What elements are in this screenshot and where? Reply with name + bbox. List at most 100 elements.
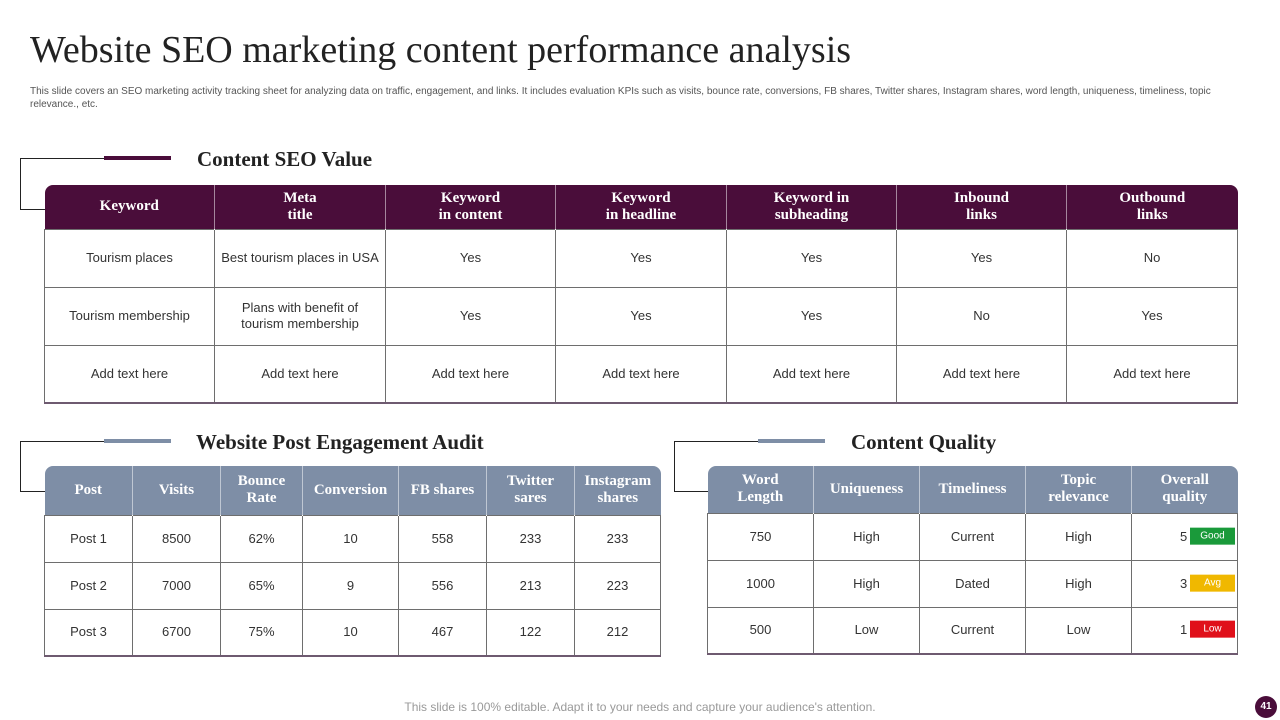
- seo-table: Keyword Meta title Keyword in content Keywo…: [44, 185, 1238, 404]
- column-header: Outbound links: [1066, 185, 1238, 229]
- column-header: FB shares: [398, 466, 487, 515]
- column-header: Topic relevance: [1025, 466, 1132, 513]
- table-cell: High: [813, 512, 920, 561]
- table-cell: 122: [486, 608, 575, 657]
- table-cell: Post 3: [44, 608, 133, 657]
- table-cell: Yes: [555, 228, 727, 288]
- column-header: Overall quality: [1131, 466, 1238, 513]
- column-header: Twitter sares: [486, 466, 575, 515]
- section-bracket-top: [20, 158, 104, 159]
- section-bracket: [20, 158, 46, 210]
- table-cell: 467: [398, 608, 487, 657]
- table-cell: 7000: [132, 561, 221, 610]
- table-cell: Low: [1025, 606, 1132, 655]
- table-row: Tourism membership Plans with benefit of …: [44, 286, 1238, 346]
- column-header: Uniqueness: [813, 466, 920, 513]
- table-cell: Yes: [726, 228, 897, 288]
- rating-badge: Low: [1190, 620, 1235, 638]
- table-cell: Best tourism places in USA: [214, 228, 386, 288]
- table-row: 750 High Current High 5 Good: [707, 512, 1238, 561]
- section-accent-bar: [104, 156, 171, 160]
- column-header: Keyword: [44, 185, 215, 229]
- table-row: Add text here Add text here Add text here A…: [44, 344, 1238, 404]
- column-header: Timeliness: [919, 466, 1026, 513]
- table-cell: Post 1: [44, 514, 133, 563]
- quality-section-title: Content Quality: [851, 430, 997, 454]
- table-cell: Yes: [385, 228, 556, 288]
- table-cell: 62%: [220, 514, 303, 563]
- table-header-row: Post Visits Bounce Rate Conversion FB shares…: [44, 466, 661, 515]
- section-bracket: [20, 441, 46, 492]
- column-header: Bounce Rate: [220, 466, 303, 515]
- section-bracket: [674, 441, 709, 492]
- section-accent-bar: [758, 439, 825, 443]
- table-cell: 65%: [220, 561, 303, 610]
- quality-score: 3: [1180, 575, 1188, 591]
- column-header: Instagram shares: [574, 466, 661, 515]
- table-cell: 75%: [220, 608, 303, 657]
- table-header-row: Word Length Uniqueness Timeliness Topic rel…: [707, 466, 1238, 513]
- table-cell: 556: [398, 561, 487, 610]
- table-cell: Post 2: [44, 561, 133, 610]
- table-cell: Add text here: [385, 344, 556, 404]
- table-cell: Yes: [385, 286, 556, 346]
- table-cell: High: [813, 559, 920, 608]
- section-bracket-top: [20, 441, 104, 442]
- table-row: 500 Low Current Low 1 Low: [707, 606, 1238, 655]
- table-cell: Yes: [555, 286, 727, 346]
- column-header: Visits: [132, 466, 221, 515]
- table-cell: 558: [398, 514, 487, 563]
- table-cell: Add text here: [726, 344, 897, 404]
- table-cell: Add text here: [214, 344, 386, 404]
- table-cell: Yes: [896, 228, 1067, 288]
- table-cell: 10: [302, 514, 399, 563]
- table-cell: High: [1025, 559, 1132, 608]
- column-header: Keyword in headline: [555, 185, 727, 229]
- table-cell: Tourism membership: [44, 286, 215, 346]
- table-cell: 6700: [132, 608, 221, 657]
- overall-quality-cell: 3 Avg: [1131, 559, 1238, 608]
- content-quality-table: Word Length Uniqueness Timeliness Topic rel…: [707, 466, 1238, 655]
- seo-section-title: Content SEO Value: [197, 147, 373, 171]
- column-header: Word Length: [707, 466, 814, 513]
- table-cell: Add text here: [1066, 344, 1238, 404]
- table-cell: Low: [813, 606, 920, 655]
- table-cell: Current: [919, 512, 1026, 561]
- column-header: Inbound links: [896, 185, 1067, 229]
- page-number-badge: 41: [1255, 696, 1277, 718]
- overall-quality-cell: 1 Low: [1131, 606, 1238, 655]
- page-title: Website SEO marketing content performanc…: [30, 29, 852, 71]
- table-cell: 1000: [707, 559, 814, 608]
- quality-score: 5: [1180, 528, 1188, 544]
- column-header: Post: [44, 466, 133, 515]
- table-cell: 212: [574, 608, 661, 657]
- table-cell: Add text here: [44, 344, 215, 404]
- table-cell: 8500: [132, 514, 221, 563]
- table-cell: 9: [302, 561, 399, 610]
- table-cell: Yes: [1066, 286, 1238, 346]
- table-row: Post 3 6700 75% 10 467 122 212: [44, 608, 661, 657]
- column-header: Meta title: [214, 185, 386, 229]
- column-header: Conversion: [302, 466, 399, 515]
- rating-badge: Avg: [1190, 574, 1235, 592]
- column-header: Keyword in content: [385, 185, 556, 229]
- overall-quality-cell: 5 Good: [1131, 512, 1238, 561]
- engagement-section-title: Website Post Engagement Audit: [196, 430, 484, 454]
- table-cell: 213: [486, 561, 575, 610]
- table-header-row: Keyword Meta title Keyword in content Keywo…: [44, 185, 1238, 229]
- table-row: 1000 High Dated High 3 Avg: [707, 559, 1238, 608]
- table-cell: No: [1066, 228, 1238, 288]
- table-cell: Add text here: [555, 344, 727, 404]
- engagement-table: Post Visits Bounce Rate Conversion FB shares…: [44, 466, 661, 657]
- table-cell: Tourism places: [44, 228, 215, 288]
- column-header: Keyword in subheading: [726, 185, 897, 229]
- footer-note: This slide is 100% editable. Adapt it to…: [404, 700, 876, 714]
- table-row: Post 2 7000 65% 9 556 213 223: [44, 561, 661, 610]
- table-cell: 750: [707, 512, 814, 561]
- table-cell: 10: [302, 608, 399, 657]
- page-description: This slide covers an SEO marketing activ…: [30, 86, 1211, 110]
- table-cell: 500: [707, 606, 814, 655]
- table-row: Post 1 8500 62% 10 558 233 233: [44, 514, 661, 563]
- table-cell: Current: [919, 606, 1026, 655]
- section-bracket-top: [674, 441, 758, 442]
